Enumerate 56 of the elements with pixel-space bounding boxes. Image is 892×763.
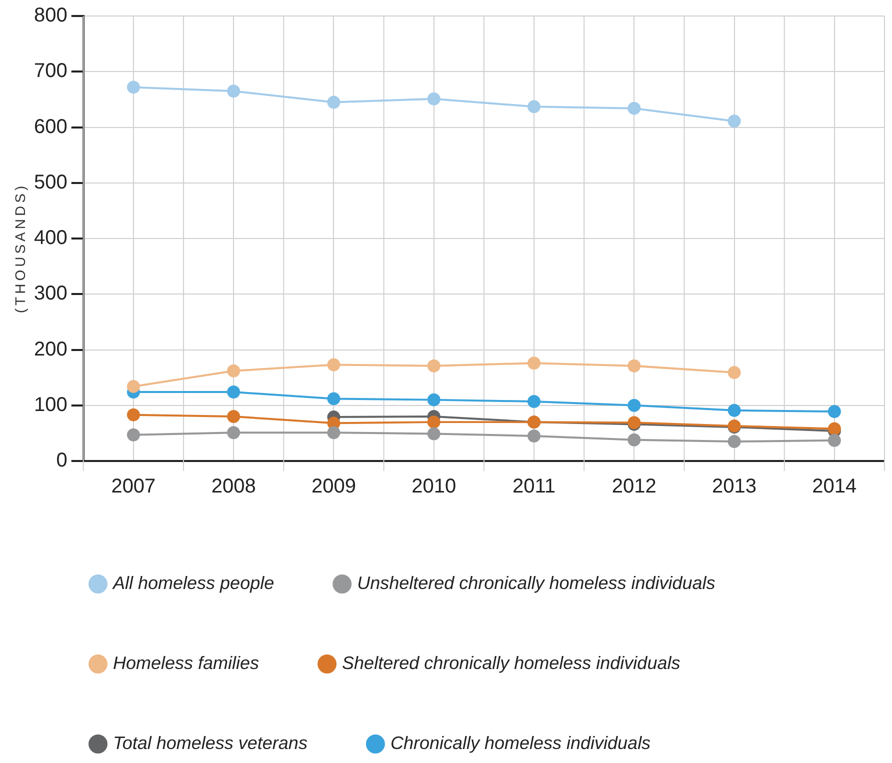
point <box>528 394 541 408</box>
point <box>327 96 340 109</box>
legend-label: All homeless people <box>112 573 274 593</box>
point <box>227 84 240 98</box>
x-tick-label: 2012 <box>612 476 656 498</box>
point <box>227 364 240 378</box>
point <box>728 366 741 380</box>
point <box>427 393 440 406</box>
point <box>327 426 340 440</box>
point <box>126 380 140 393</box>
y-tick-label: 100 <box>34 394 68 416</box>
legend-label: Sheltered chronically homeless individuals <box>342 653 680 673</box>
x-tick-label: 2010 <box>412 476 456 498</box>
point <box>126 408 140 422</box>
point <box>528 429 541 442</box>
point <box>628 398 641 412</box>
point <box>728 435 741 448</box>
y-tick-label: 600 <box>34 116 68 138</box>
point <box>327 392 340 406</box>
y-tick-label: 400 <box>34 227 68 250</box>
x-tick-label: 2013 <box>712 476 757 498</box>
y-tick-label: 700 <box>34 60 68 82</box>
point <box>728 114 741 128</box>
point <box>628 433 641 446</box>
y-tick-label: 800 <box>34 4 68 27</box>
point <box>227 426 240 440</box>
legend-label: Unsheltered chronically homeless individuals <box>357 573 716 593</box>
x-tick-label: 2009 <box>311 476 356 498</box>
y-tick-label: 300 <box>34 282 68 305</box>
point <box>126 80 140 94</box>
point <box>427 427 440 440</box>
legend-label: Total homeless veterans <box>113 733 308 753</box>
y-tick-label: 200 <box>34 338 68 360</box>
point <box>528 356 541 370</box>
point <box>628 359 641 372</box>
legend-label: Chronically homeless individuals <box>390 733 651 753</box>
x-tick-label: 2008 <box>211 476 256 498</box>
point <box>628 102 641 115</box>
point <box>327 358 340 372</box>
point <box>427 92 440 106</box>
point <box>227 386 240 399</box>
point <box>528 100 541 114</box>
x-tick-label: 2011 <box>512 476 556 498</box>
x-tick-label: 2014 <box>812 476 857 498</box>
point <box>427 416 440 429</box>
point <box>427 359 440 372</box>
y-tick-label: 500 <box>34 171 68 194</box>
point <box>227 410 240 423</box>
x-tick-label: 2007 <box>111 476 156 498</box>
point <box>728 404 741 417</box>
y-tick-label: 0 <box>56 450 68 472</box>
y-axis-title: (THOUSANDS) <box>12 182 28 314</box>
point <box>126 428 140 442</box>
legend-label: Homeless families <box>113 653 260 673</box>
point <box>828 404 841 418</box>
point <box>828 434 841 447</box>
